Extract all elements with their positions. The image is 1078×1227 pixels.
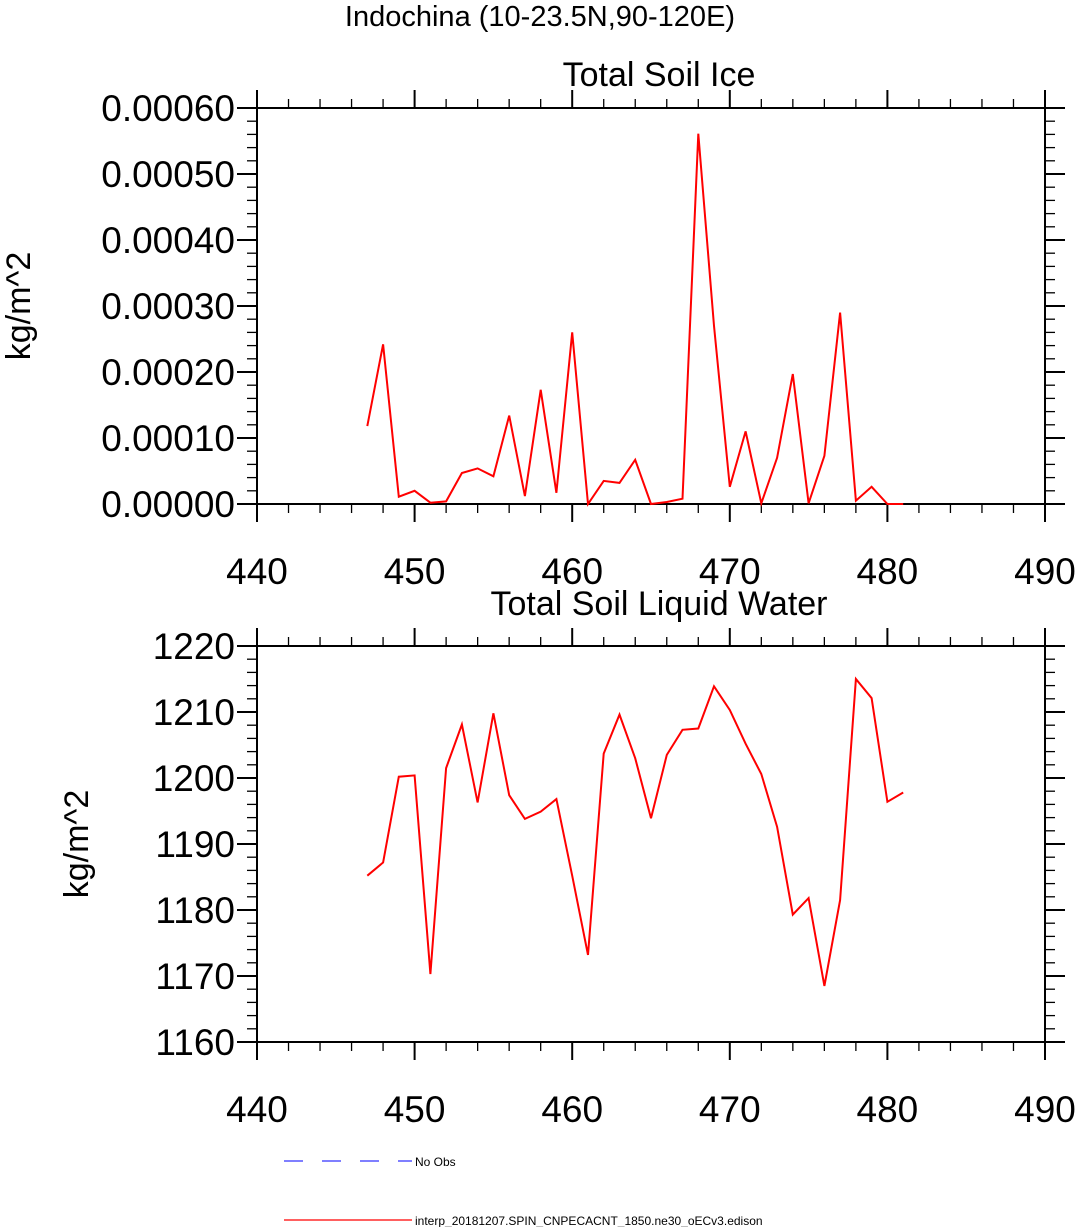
x-tick-label: 460 <box>541 1089 603 1130</box>
y-tick-label: 1170 <box>155 956 235 997</box>
y-tick-label: 1200 <box>153 758 235 799</box>
x-tick-label: 440 <box>226 1089 288 1130</box>
x-tick-label: 490 <box>1014 551 1076 592</box>
legend: No Obs interp_20181207.SPIN_CNPECACNT_18… <box>284 1155 763 1227</box>
y-tick-label: 0.00010 <box>101 418 235 459</box>
legend-label-no-obs: No Obs <box>415 1155 456 1169</box>
y-axis-label: kg/m^2 <box>0 252 38 361</box>
y-tick-label: 0.00040 <box>101 220 235 261</box>
y-axis-label: kg/m^2 <box>58 790 96 899</box>
y-tick-label: 0.00030 <box>101 286 235 327</box>
chart-title: Total Soil Ice <box>563 56 756 94</box>
y-tick-label: 1160 <box>155 1022 235 1063</box>
soil-liquid-water-panel: Total Soil Liquid Water kg/m^2 440 450 460 47… <box>58 585 1076 1130</box>
x-tick-label: 440 <box>226 551 288 592</box>
y-tick-label: 1220 <box>153 626 235 667</box>
y-tick-label: 1180 <box>155 890 235 931</box>
y-tick-label: 0.00000 <box>101 484 235 525</box>
series-line <box>366 133 904 507</box>
x-tick-label: 470 <box>699 1089 761 1130</box>
y-tick-label: 1190 <box>155 824 235 865</box>
chart-title: Total Soil Liquid Water <box>490 585 827 623</box>
x-tick-label: 480 <box>857 551 919 592</box>
x-tick-label: 470 <box>699 551 761 592</box>
plot-frame <box>256 645 1046 1043</box>
x-tick-label: 460 <box>541 551 603 592</box>
series-line <box>366 676 904 987</box>
figure-title: Indochina (10-23.5N,90-120E) <box>345 1 735 33</box>
y-tick-label: 1210 <box>153 692 235 733</box>
x-tick-label: 450 <box>384 551 446 592</box>
x-tick-label: 490 <box>1014 1089 1076 1130</box>
soil-ice-panel: Total Soil Ice kg/m^2 440 450 460 470 480 490 0.… <box>0 56 1076 592</box>
y-tick-label: 0.00050 <box>101 154 235 195</box>
y-tick-label: 0.00020 <box>101 352 235 393</box>
plot-frame <box>256 107 1046 505</box>
legend-label-model-run: interp_20181207.SPIN_CNPECACNT_1850.ne30… <box>415 1214 763 1227</box>
y-tick-label: 0.00060 <box>101 88 235 129</box>
x-tick-label: 480 <box>857 1089 919 1130</box>
x-tick-label: 450 <box>384 1089 446 1130</box>
